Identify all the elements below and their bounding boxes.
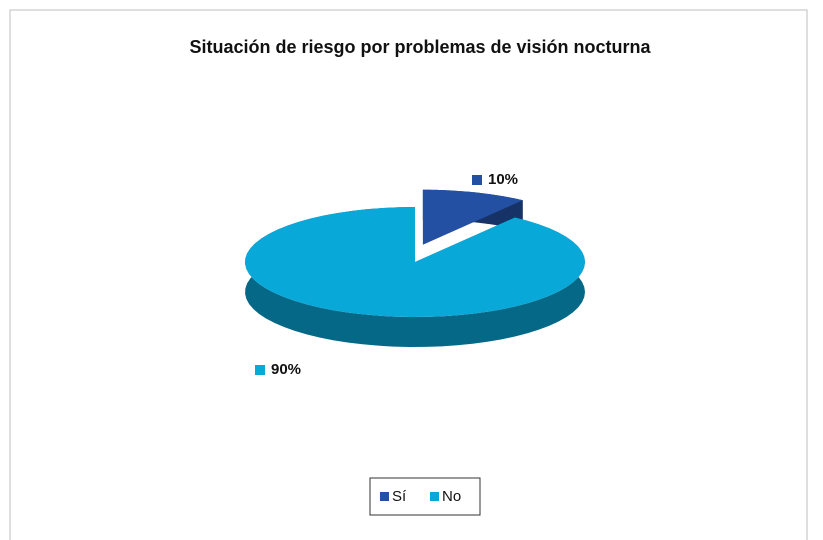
slice xyxy=(245,207,586,317)
slice xyxy=(422,189,523,245)
data-label: 10% xyxy=(488,171,518,188)
data-label: 90% xyxy=(271,361,301,378)
label-swatch xyxy=(255,365,265,375)
chart-title: Situación de riesgo por problemas de vis… xyxy=(189,37,651,57)
legend-label: Sí xyxy=(392,488,407,505)
legend-label: No xyxy=(442,488,461,505)
label-swatch xyxy=(472,175,482,185)
legend-swatch xyxy=(430,492,439,501)
legend-swatch xyxy=(380,492,389,501)
